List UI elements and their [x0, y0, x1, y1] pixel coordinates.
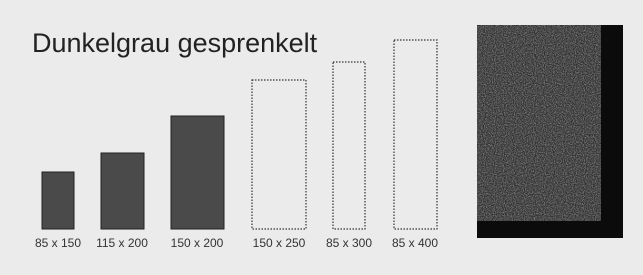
title: Dunkelgrau gesprenkelt	[32, 28, 318, 58]
product-image	[477, 25, 623, 238]
size-label[interactable]: 85 x 300	[326, 236, 372, 250]
size-icon[interactable]	[42, 172, 74, 229]
product-panel: Dunkelgrau gesprenkelt 85 x 150 115 x 20…	[0, 0, 643, 275]
size-label[interactable]: 85 x 400	[392, 236, 438, 250]
size-label[interactable]: 150 x 250	[253, 236, 306, 250]
size-icon[interactable]	[171, 116, 224, 229]
size-icon[interactable]	[101, 153, 144, 229]
size-label[interactable]: 150 x 200	[171, 236, 224, 250]
size-label[interactable]: 115 x 200	[96, 236, 148, 250]
size-label[interactable]: 85 x 150	[35, 236, 81, 250]
